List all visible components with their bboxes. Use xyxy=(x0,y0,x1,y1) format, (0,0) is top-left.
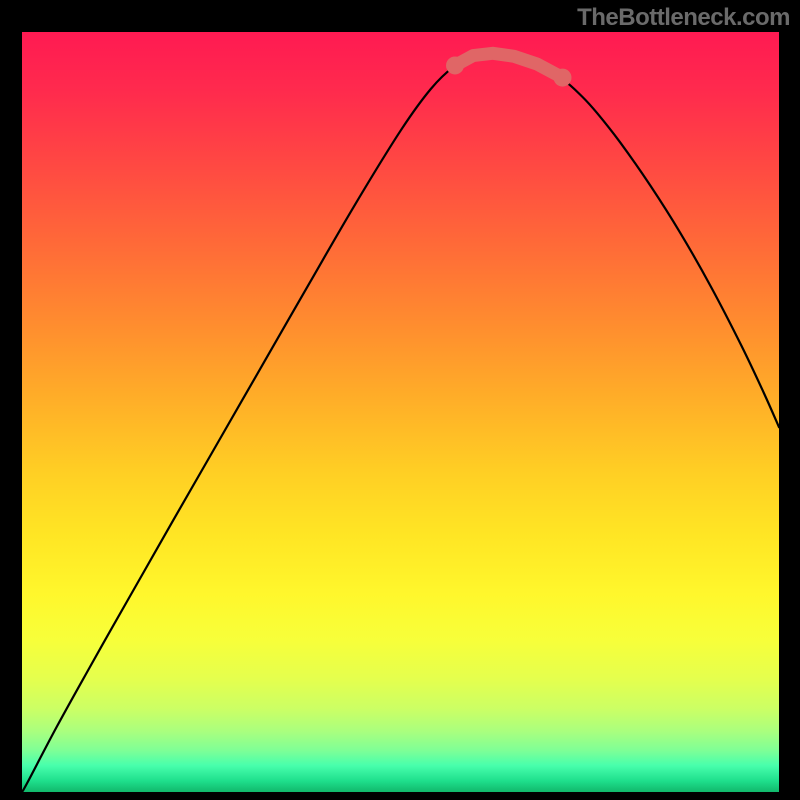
optimal-range-start-dot xyxy=(446,56,464,74)
gradient-background xyxy=(22,32,779,792)
plot-area xyxy=(22,32,779,792)
chart-svg xyxy=(22,32,779,792)
optimal-range-end-dot xyxy=(553,69,571,87)
chart-container: TheBottleneck.com xyxy=(0,0,800,800)
watermark-text: TheBottleneck.com xyxy=(577,4,790,32)
